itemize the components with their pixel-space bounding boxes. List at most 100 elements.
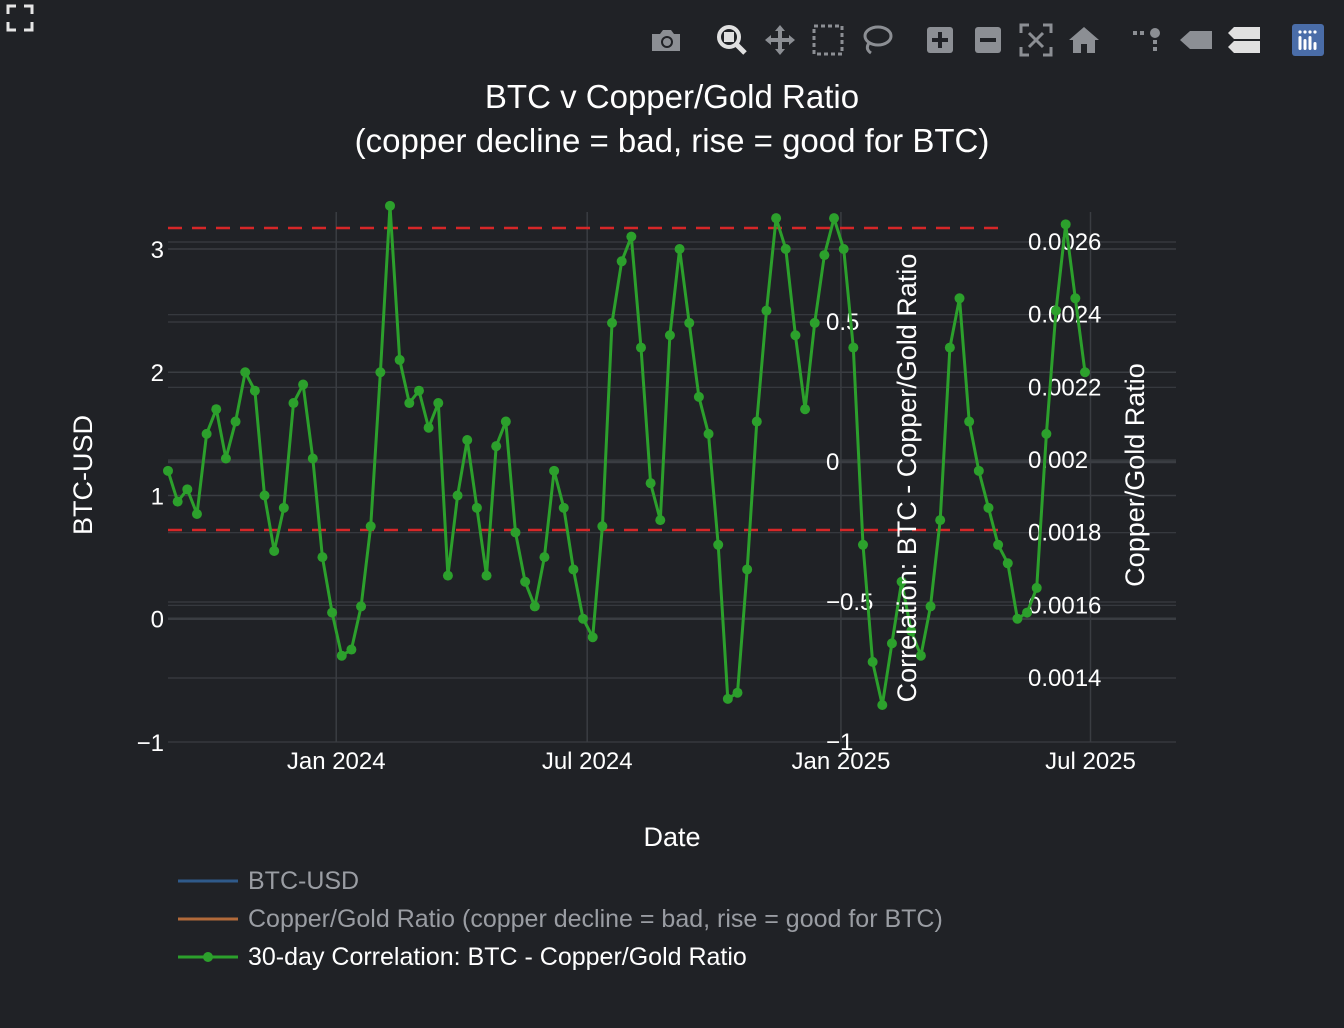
series-corr-point [983, 502, 994, 513]
series-corr-point [471, 502, 482, 513]
series-corr-point [993, 539, 1004, 550]
spike-lines-icon[interactable] [1130, 20, 1166, 60]
series-corr-point [1051, 305, 1062, 316]
series-corr-point [500, 416, 511, 427]
series-corr-point [722, 693, 733, 704]
series-corr-point [240, 367, 251, 378]
series-corr-point [549, 465, 560, 476]
y-left-tick-label: 1 [151, 483, 164, 510]
series-corr-point [877, 700, 888, 711]
chart-title: BTC v Copper/Gold Ratio [485, 78, 859, 115]
fullscreen-icon[interactable] [6, 4, 34, 32]
legend-label-btc: BTC-USD [248, 866, 360, 895]
series-corr-point [857, 539, 868, 550]
x-tick-label: Jan 2024 [287, 748, 386, 775]
series-corr-point [790, 330, 801, 341]
series-corr-point [906, 626, 917, 637]
autoscale-icon[interactable] [1018, 20, 1054, 60]
series-corr-point [829, 213, 840, 224]
x-axis-label: Date [643, 822, 700, 852]
y-right1-tick-label: 0 [826, 449, 839, 476]
series-corr-point [462, 435, 473, 446]
grid [168, 212, 1176, 743]
series-corr-point [674, 243, 685, 254]
series-corr-point [539, 552, 550, 563]
hover-closest-icon[interactable] [1178, 20, 1214, 60]
series-corr-point [732, 687, 743, 698]
series-corr-point [954, 293, 965, 304]
y-right1-tick-label: −1 [826, 729, 853, 756]
y-right2-tick-label: 0.0014 [1028, 665, 1101, 692]
series-corr-point [838, 243, 849, 254]
series-corr-point [626, 231, 637, 242]
series-corr [163, 200, 1090, 711]
series-corr-point [163, 465, 173, 476]
chart-subtitle: (copper decline = bad, rise = good for B… [355, 122, 990, 159]
threshold-lines [168, 226, 1006, 532]
y-left-tick-label: 2 [151, 360, 164, 387]
series-corr-point [848, 342, 859, 353]
series-corr-point [1041, 428, 1052, 439]
zoom-icon[interactable] [714, 20, 750, 60]
series-corr-point [172, 496, 183, 507]
series-corr-point [655, 515, 666, 526]
box-select-icon[interactable] [810, 20, 846, 60]
series-corr-point [327, 607, 338, 618]
series-corr-point [336, 650, 347, 661]
series-corr-point [520, 576, 531, 587]
series-corr-point [433, 398, 444, 409]
y-axis-right2-label: Copper/Gold Ratio [1120, 363, 1150, 587]
plotly-logo-icon[interactable] [1290, 20, 1326, 60]
series-corr-point [307, 453, 318, 464]
series-corr-point [269, 545, 280, 556]
axis-ticks: Jan 2024 Jul 2024 Jan 2025 Jul 2025 −1 0 1 2 3 −1… [137, 229, 1136, 775]
lasso-icon[interactable] [858, 20, 894, 60]
series-corr-point [587, 632, 598, 643]
legend-item-copper-gold[interactable]: Copper/Gold Ratio (copper decline = bad,… [178, 900, 943, 938]
series-corr-point [645, 478, 656, 489]
camera-icon[interactable] [648, 20, 684, 60]
series-corr-point [278, 502, 289, 513]
series-corr-point [944, 342, 955, 353]
series-corr-point [703, 428, 714, 439]
series-corr-point [220, 453, 231, 464]
series-corr-point [230, 416, 241, 427]
series-corr-point [1060, 219, 1071, 230]
legend-item-btc[interactable]: BTC-USD [178, 862, 943, 900]
series-corr-point [191, 508, 202, 519]
legend-item-correlation[interactable]: 30-day Correlation: BTC - Copper/Gold Ra… [178, 938, 943, 976]
y-axis-right1-label: Correlation: BTC - Copper/Gold Ratio [892, 254, 922, 703]
reset-axes-icon[interactable] [1066, 20, 1102, 60]
series-corr-point [385, 200, 396, 211]
series-corr-point [481, 570, 492, 581]
y-axis-left-label: BTC-USD [68, 415, 98, 535]
series-corr-point [394, 354, 405, 365]
series-corr-line [166, 204, 1087, 707]
series-corr-point [442, 570, 453, 581]
hover-compare-icon[interactable] [1226, 20, 1262, 60]
series-corr-point [915, 650, 926, 661]
pan-icon[interactable] [762, 20, 798, 60]
series-corr-point [1002, 558, 1013, 569]
series-corr-point [375, 367, 386, 378]
series-corr-point [1079, 367, 1090, 378]
series-corr-point [800, 404, 811, 415]
series-corr-point [713, 539, 724, 550]
y-right2-tick-label: 0.002 [1028, 447, 1088, 474]
series-corr-point [558, 502, 569, 513]
zoom-in-icon[interactable] [922, 20, 958, 60]
legend-label-correlation: 30-day Correlation: BTC - Copper/Gold Ra… [248, 942, 747, 971]
series-corr-point [1012, 613, 1023, 624]
series-corr-point [423, 422, 434, 433]
series-corr-point [973, 465, 984, 476]
series-corr-point [182, 484, 193, 495]
series-corr-point [346, 644, 357, 655]
series-corr-point [896, 576, 907, 587]
y-left-tick-label: −1 [137, 730, 164, 757]
y-right1-tick-label: 0.5 [826, 309, 859, 336]
series-corr-point [259, 490, 270, 501]
series-corr-point [664, 330, 675, 341]
zoom-out-icon[interactable] [970, 20, 1006, 60]
y-right2-tick-label: 0.0016 [1028, 592, 1101, 619]
chart: BTC v Copper/Gold Ratio (copper decline … [68, 78, 1176, 852]
